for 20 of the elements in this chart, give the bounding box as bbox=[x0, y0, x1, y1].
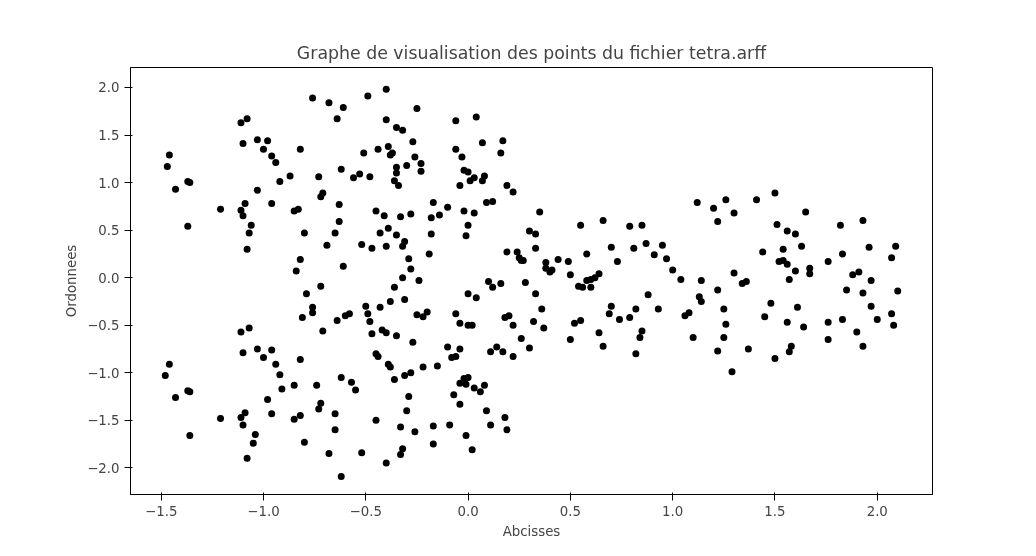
chart-title: Graphe de visualisation des points du fichier tetra.arff bbox=[296, 42, 768, 63]
y-tick-label: 2.0 bbox=[98, 80, 120, 96]
x-tick-label: −0.5 bbox=[349, 503, 382, 519]
x-tick-label: −1.5 bbox=[145, 503, 178, 519]
y-tick-label: 1.0 bbox=[98, 175, 120, 191]
x-tick-label: 0.5 bbox=[559, 503, 581, 519]
y-tick-label: 0.0 bbox=[98, 270, 120, 286]
x-tick-label: 1.0 bbox=[662, 503, 684, 519]
x-axis-title: Abcisses bbox=[502, 523, 561, 539]
x-tick-label: 2.0 bbox=[866, 503, 888, 519]
y-tick-label: 0.5 bbox=[98, 223, 120, 239]
x-tick-label: 1.5 bbox=[764, 503, 786, 519]
x-tick-label: 0.0 bbox=[457, 503, 479, 519]
y-tick-label: −1.0 bbox=[87, 365, 120, 381]
y-tick-label: −1.5 bbox=[87, 413, 120, 429]
y-tick-label: −0.5 bbox=[87, 318, 120, 334]
y-axis-title: Ordonnees bbox=[64, 244, 80, 318]
x-tick-label: −1.0 bbox=[247, 503, 280, 519]
y-tick-label: 1.5 bbox=[98, 128, 120, 144]
y-tick-label: −2.0 bbox=[87, 460, 120, 476]
